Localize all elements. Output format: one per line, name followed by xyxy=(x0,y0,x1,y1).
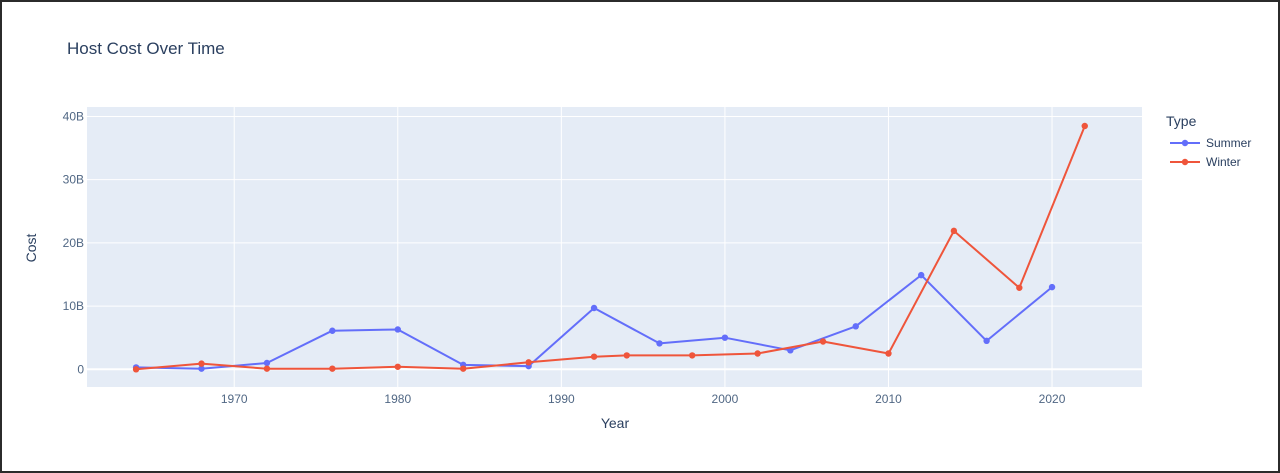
x-tick-label: 1970 xyxy=(221,392,248,406)
x-axis-title: Year xyxy=(601,415,630,431)
winter-point[interactable] xyxy=(329,365,336,372)
winter-point[interactable] xyxy=(1081,122,1088,130)
winter-point[interactable] xyxy=(688,352,696,359)
summer-point[interactable] xyxy=(721,334,729,341)
winter-point[interactable] xyxy=(590,353,598,360)
y-tick-label: 10B xyxy=(63,299,84,313)
winter-point[interactable] xyxy=(263,365,271,372)
y-tick-label: 0 xyxy=(77,362,84,376)
y-tick-label: 30B xyxy=(63,173,84,187)
summer-point[interactable] xyxy=(263,359,271,367)
winter-point[interactable] xyxy=(819,338,827,345)
legend-item-summer[interactable]: Summer xyxy=(1170,136,1251,150)
x-tick-label: 2010 xyxy=(875,392,902,406)
x-axis-ticks: 1970 1980 1990 2000 2010 2020 xyxy=(221,392,1066,406)
legend-title: Type xyxy=(1166,113,1197,129)
summer-point[interactable] xyxy=(1048,283,1056,291)
winter-point[interactable] xyxy=(1016,284,1023,291)
summer-point[interactable] xyxy=(329,327,336,334)
legend[interactable]: Type Summer Winter xyxy=(1166,113,1251,169)
chart-title: Host Cost Over Time xyxy=(67,39,225,58)
winter-point[interactable] xyxy=(460,365,467,372)
y-axis-ticks: 0 10B 20B 30B 40B xyxy=(63,109,85,376)
summer-point[interactable] xyxy=(917,271,925,279)
summer-point[interactable] xyxy=(983,337,990,345)
legend-label: Summer xyxy=(1206,136,1251,150)
legend-swatch-marker xyxy=(1181,139,1189,147)
winter-point[interactable] xyxy=(525,359,532,366)
winter-point[interactable] xyxy=(198,360,205,367)
summer-point[interactable] xyxy=(852,323,859,330)
summer-point[interactable] xyxy=(590,304,598,312)
legend-item-winter[interactable]: Winter xyxy=(1170,155,1241,169)
summer-point[interactable] xyxy=(198,365,205,372)
summer-point[interactable] xyxy=(394,326,401,333)
x-tick-label: 2020 xyxy=(1039,392,1066,406)
winter-point[interactable] xyxy=(132,366,140,373)
legend-swatch-marker xyxy=(1181,158,1189,166)
series-group xyxy=(132,122,1088,373)
winter-point[interactable] xyxy=(623,352,630,359)
winter-point[interactable] xyxy=(754,350,761,357)
x-tick-label: 2000 xyxy=(712,392,739,406)
y-tick-label: 40B xyxy=(63,109,84,123)
summer-point[interactable] xyxy=(656,340,663,347)
x-tick-label: 1980 xyxy=(384,392,411,406)
winter-line xyxy=(136,125,1086,371)
y-tick-label: 20B xyxy=(63,236,84,250)
plot-area xyxy=(87,107,1142,387)
x-tick-label: 1990 xyxy=(548,392,575,406)
grid-lines xyxy=(87,107,1142,387)
winter-point[interactable] xyxy=(950,227,958,235)
y-axis-title: Cost xyxy=(23,234,39,263)
winter-point[interactable] xyxy=(885,350,892,357)
legend-label: Winter xyxy=(1206,155,1241,169)
winter-point[interactable] xyxy=(394,363,401,370)
series-winter xyxy=(132,122,1088,373)
